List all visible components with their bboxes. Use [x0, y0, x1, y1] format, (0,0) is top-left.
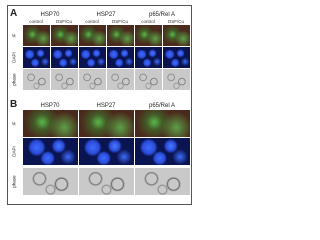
micrograph	[162, 25, 190, 46]
row-label: IF	[11, 121, 17, 125]
row-label: DAPI	[11, 145, 17, 157]
micrograph	[134, 110, 190, 137]
column-title: HSP70	[40, 12, 60, 18]
column-title: HSP70	[40, 103, 60, 109]
micrograph	[106, 69, 134, 90]
micrograph	[106, 25, 134, 46]
condition-label: DSF/Cu	[167, 19, 184, 24]
condition-label: control	[29, 19, 43, 24]
row-label: DAPI	[11, 51, 17, 63]
micrograph	[106, 47, 134, 68]
condition-label: control	[141, 19, 155, 24]
micrograph	[134, 138, 190, 165]
condition-label: DSF/Cu	[111, 19, 128, 24]
micrograph	[22, 168, 78, 195]
micrograph	[22, 25, 50, 46]
column-title: HSP27	[96, 12, 116, 18]
column-title: p65/Rel A	[148, 12, 176, 18]
micrograph	[134, 168, 190, 195]
micrograph	[134, 47, 162, 68]
figure: A HSP70 control DSF/Cu HSP27 control DSF/Cu p65…	[7, 5, 192, 205]
micrograph	[78, 138, 134, 165]
micrograph	[162, 47, 190, 68]
micrograph	[134, 69, 162, 90]
condition-label: control	[85, 19, 99, 24]
micrograph	[78, 47, 106, 68]
column-title: HSP27	[96, 103, 116, 109]
micrograph	[78, 168, 134, 195]
micrograph	[78, 69, 106, 90]
column-title: p65/Rel A	[148, 103, 176, 109]
micrograph	[78, 110, 134, 137]
micrograph	[50, 47, 78, 68]
row-label: IF	[11, 33, 17, 37]
micrograph	[162, 69, 190, 90]
row-label: phase	[11, 174, 17, 188]
panel-label: B	[10, 99, 18, 110]
micrograph	[22, 110, 78, 137]
micrograph	[22, 69, 50, 90]
micrograph	[50, 69, 78, 90]
micrograph	[50, 25, 78, 46]
micrograph	[78, 25, 106, 46]
row-label: phase	[11, 72, 17, 86]
condition-label: DSF/Cu	[55, 19, 72, 24]
micrograph	[134, 25, 162, 46]
micrograph	[22, 138, 78, 165]
panel-label: A	[10, 8, 18, 19]
micrograph	[22, 47, 50, 68]
